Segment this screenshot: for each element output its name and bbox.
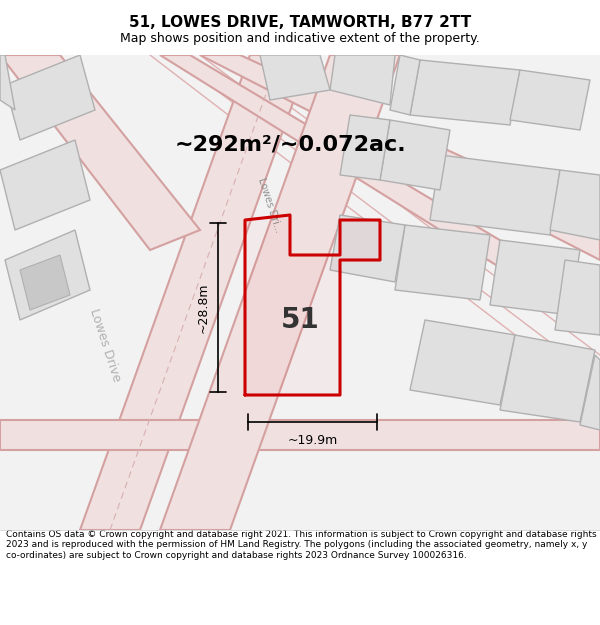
- Polygon shape: [340, 115, 390, 180]
- Polygon shape: [430, 155, 560, 235]
- Text: ~28.8m: ~28.8m: [197, 282, 210, 332]
- Polygon shape: [20, 255, 70, 310]
- Polygon shape: [5, 55, 95, 140]
- Text: Contains OS data © Crown copyright and database right 2021. This information is : Contains OS data © Crown copyright and d…: [6, 530, 596, 560]
- Polygon shape: [330, 215, 405, 282]
- Text: Map shows position and indicative extent of the property.: Map shows position and indicative extent…: [120, 32, 480, 45]
- Polygon shape: [80, 55, 310, 530]
- Polygon shape: [0, 55, 600, 530]
- Polygon shape: [160, 55, 600, 330]
- Polygon shape: [260, 55, 330, 100]
- Polygon shape: [380, 120, 450, 190]
- Polygon shape: [0, 420, 600, 450]
- Polygon shape: [500, 335, 595, 422]
- Polygon shape: [580, 355, 600, 430]
- Polygon shape: [0, 55, 15, 110]
- Text: ~292m²/~0.072ac.: ~292m²/~0.072ac.: [174, 135, 406, 155]
- Polygon shape: [550, 170, 600, 240]
- Text: Lowes Dri...: Lowes Dri...: [256, 176, 284, 234]
- Text: 51: 51: [281, 306, 319, 334]
- Polygon shape: [160, 55, 400, 530]
- Polygon shape: [5, 230, 90, 320]
- Text: ~19.9m: ~19.9m: [287, 434, 338, 447]
- Polygon shape: [510, 70, 590, 130]
- Polygon shape: [490, 240, 580, 315]
- Polygon shape: [410, 60, 520, 125]
- Polygon shape: [410, 320, 515, 405]
- Text: Lowes Drive: Lowes Drive: [87, 307, 123, 383]
- Polygon shape: [0, 140, 90, 230]
- Polygon shape: [395, 225, 490, 300]
- Polygon shape: [390, 55, 420, 115]
- Polygon shape: [0, 55, 200, 250]
- Polygon shape: [330, 55, 395, 105]
- Polygon shape: [555, 260, 600, 335]
- Text: 51, LOWES DRIVE, TAMWORTH, B77 2TT: 51, LOWES DRIVE, TAMWORTH, B77 2TT: [129, 16, 471, 31]
- Polygon shape: [200, 55, 600, 260]
